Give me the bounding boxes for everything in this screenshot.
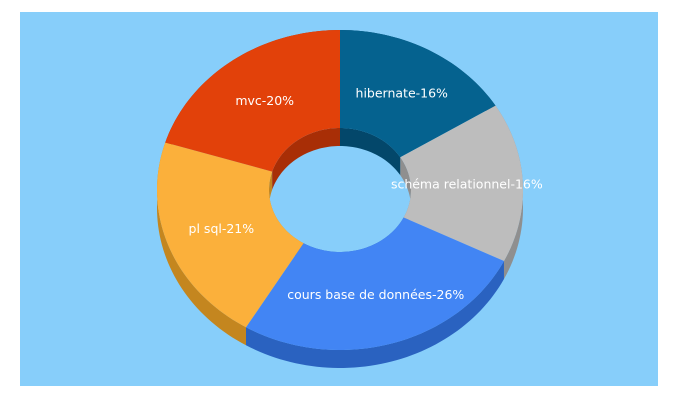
data-label: mvc-20% <box>235 93 294 108</box>
slice <box>165 30 340 172</box>
slice-side <box>157 142 246 346</box>
slice-inner-side <box>340 128 401 176</box>
data-label: cours base de données-26% <box>287 287 464 302</box>
slice-inner-side <box>272 128 340 190</box>
slice <box>340 30 496 158</box>
slice-side <box>246 261 504 368</box>
data-label: pl sql-21% <box>189 221 255 236</box>
slice <box>400 105 523 262</box>
data-label: schéma relationnel-16% <box>391 176 543 191</box>
data-label: hibernate-16% <box>356 85 449 100</box>
slice <box>157 142 304 328</box>
slice <box>246 217 504 350</box>
